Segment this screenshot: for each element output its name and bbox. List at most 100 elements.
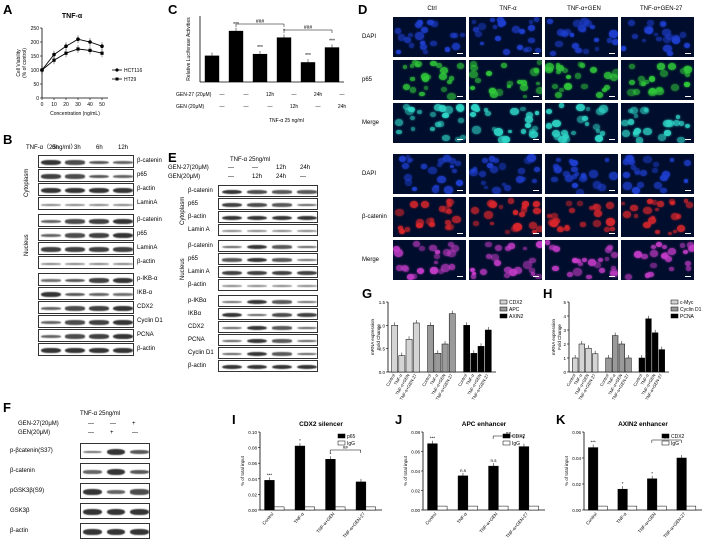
panel-e-blot-row [218,224,318,236]
panel-d-cell [508,243,515,249]
panel-i-y-tick-label: 0.08 [248,446,257,451]
panel-h-x-tick-label: Control [565,373,576,387]
panel-d-cell [555,64,564,72]
scale-bar [457,96,463,97]
blot-band [89,347,109,354]
panel-a-x-tick-label: 0 [41,102,44,108]
panel-d-cell [428,222,435,227]
panel-d-cell [501,182,506,187]
panel-d-cell [581,174,587,180]
panel-d-cell [634,251,643,259]
blot-band [65,292,85,297]
panel-d-cell [508,129,513,134]
panel-e-row-label: β-actin [188,282,207,288]
panel-h-bar [638,357,645,373]
panel-k-annotation: *** [591,440,597,445]
panel-d-micrograph [392,16,467,58]
panel-c-table-cell: — [268,104,273,110]
panel-d-cell [622,211,631,218]
panel-d-cell [483,211,493,219]
panel-d-cell [416,222,424,229]
panel-a-legend-label: HCT116 [124,68,142,74]
panel-d-micrograph [544,153,619,195]
blot-band [296,285,317,287]
panel-h-bar [585,347,592,373]
panel-d-cell [426,74,432,79]
panel-d-cell [566,75,571,79]
panel-d-cell [550,220,558,227]
panel-a-y-tick-label: 100 [31,68,40,74]
scale-bar [609,190,615,191]
panel-d-cell [528,19,534,24]
panel-d-cell [523,157,533,165]
panel-j-y-tick-label: 0.08 [411,430,420,435]
panel-d-cell [610,251,618,259]
panel-d-cell [570,33,575,37]
panel-i-y-tick-label: 0.02 [248,492,257,497]
panel-d-cell [677,136,685,143]
panel-i-legend-label: p65 [347,434,356,440]
panel-g-legend-swatch [499,306,508,312]
panel-d-cell [636,137,644,143]
panel-j-bar [437,505,448,511]
panel-g-bar [412,322,420,373]
panel-d-cell [595,135,604,143]
panel-d-cell [672,230,677,234]
blot-band [130,508,149,516]
blot-band [296,364,317,370]
panel-label-d: D [358,2,368,17]
blot-band [65,262,85,265]
scale-bar [457,276,463,277]
panel-e-blot-row [218,266,318,278]
panel-b-western-blot: TNF-α（25ng/ml） 0h 3h 6h 12h β-catenin p65 β-ac… [0,140,163,410]
blot-band [65,247,85,252]
panel-d-cell [528,25,536,32]
panel-b-time-label: 6h [96,145,103,151]
panel-d-cell [444,219,452,226]
panel-b-row-label: PCNA [137,332,154,338]
panel-d-cell [416,109,422,115]
panel-d-micrograph [620,239,695,281]
panel-d-cell [528,37,535,43]
panel-b-row-label: CDX2 [137,304,154,310]
panel-d-cell [610,268,618,275]
panel-k-bar-chart: AXIN2 enhancer 0.00 0.02 0.04 0.06 % of total… [564,421,702,539]
panel-f-treatment-cell: + [132,421,136,427]
panel-d-cell [553,163,560,169]
panel-d-cell [576,115,586,123]
scale-bar [685,139,691,140]
panel-k-title: AXIN2 enhancer [618,421,668,428]
panel-d-cell [670,158,675,162]
panel-i-bar [264,480,275,511]
panel-b-group-label-nucleus: Nucleus [24,234,30,256]
panel-d-cell [679,243,685,248]
panel-d-cell [493,259,501,267]
blot-band [89,174,109,179]
blot-band [106,490,126,494]
panel-d-cell [502,48,511,55]
scale-bar [685,276,691,277]
panel-d-cell [596,108,605,116]
blot-band [65,187,85,194]
panel-d-cell [627,20,635,27]
panel-d-cell [416,219,425,226]
panel-d-immunofluorescence: Ctrl TNF-α TNF-α+GEN TNF-α+GEN-27 DAPI p65 Mer… [362,6,707,284]
panel-d-cell [606,244,613,250]
blot-band [41,220,61,223]
panel-c-bar [252,53,268,82]
panel-d-cell [621,119,629,126]
panel-d-cell [642,38,647,42]
panel-d-cell [669,266,674,271]
panel-d-cell [450,32,457,39]
panel-d-cell [662,28,672,37]
panel-d-cell [684,66,692,73]
panel-d-cell [423,86,429,91]
panel-e-blot-row [218,360,318,372]
scale-bar [533,96,539,97]
panel-e-blot-row [218,198,318,210]
panel-d-cell [552,84,558,89]
panel-j-y-tick-label: 0.00 [411,508,420,513]
panel-i-bar [355,481,367,511]
panel-d-cell [398,226,403,231]
panel-d-cell [583,19,593,28]
